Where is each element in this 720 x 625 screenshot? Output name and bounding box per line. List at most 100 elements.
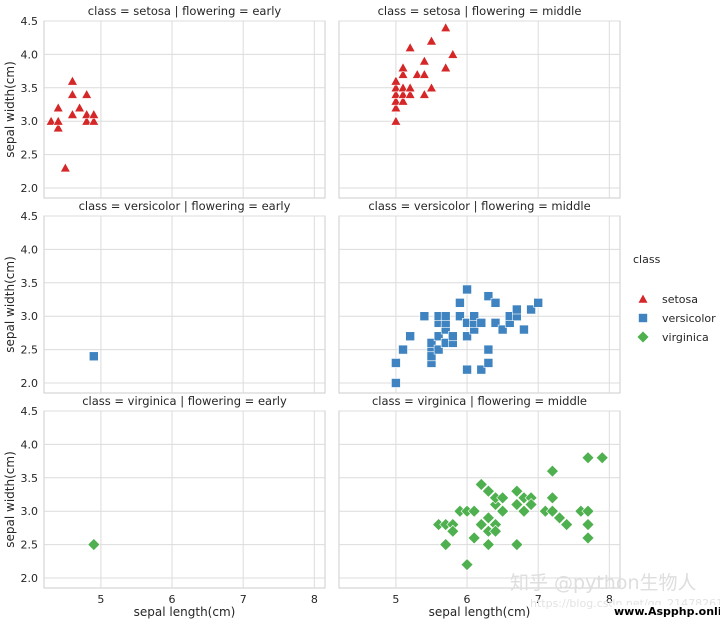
legend-entry-virginica: virginica [636, 330, 709, 344]
data-point-versicolor [455, 298, 465, 308]
facet-title: class = setosa | flowering = early [88, 4, 282, 18]
data-point-virginica [460, 558, 474, 572]
data-point-versicolor [440, 311, 451, 321]
data-point-setosa [440, 22, 452, 32]
y-tick-label: 4.5 [21, 210, 39, 223]
data-point-virginica [581, 518, 595, 531]
legend-marker-setosa [637, 293, 649, 304]
y-tick-label: 2.0 [21, 182, 39, 195]
facet-title: class = setosa | flowering = middle [378, 4, 582, 18]
data-point-versicolor [526, 304, 536, 315]
panel-frame [338, 20, 621, 199]
data-points [432, 451, 609, 572]
data-point-setosa [59, 162, 71, 173]
legend-label: versicolor [662, 312, 716, 325]
data-point-setosa [425, 35, 437, 46]
legend: class setosa versicolor virginica [633, 253, 716, 344]
y-axis-label: sepal width(cm) [3, 256, 17, 352]
data-point-setosa [390, 82, 402, 93]
data-point-virginica [560, 518, 574, 531]
data-point-setosa [397, 95, 409, 106]
y-tick-label: 3.5 [21, 277, 39, 290]
y-tick-label: 3.5 [21, 472, 39, 485]
data-point-virginica [87, 538, 101, 552]
data-point-versicolor [455, 311, 465, 321]
facet-panel-4: class = versicolor | flowering = middle [338, 199, 621, 394]
legend-marker-virginica [636, 330, 650, 344]
panel-frame [338, 215, 621, 394]
data-point-versicolor [405, 331, 415, 342]
data-points [390, 22, 459, 126]
x-tick-label: 7 [535, 593, 542, 606]
data-point-setosa [81, 108, 93, 119]
data-point-versicolor [533, 298, 543, 308]
panel-frame [43, 410, 326, 589]
data-point-versicolor [426, 351, 437, 362]
data-point-setosa [74, 102, 86, 113]
data-point-versicolor [391, 358, 401, 368]
legend-title: class [633, 253, 661, 266]
data-point-versicolor [433, 344, 444, 355]
data-point-virginica [581, 504, 595, 518]
data-point-virginica [481, 484, 495, 498]
data-point-setosa [390, 115, 402, 126]
legend-entry-setosa: setosa [637, 293, 698, 306]
y-tick-label: 4.0 [21, 438, 39, 451]
legend-label: setosa [662, 293, 698, 306]
data-point-setosa [52, 115, 64, 126]
facet-title: class = virginica | flowering = middle [372, 394, 587, 408]
data-point-setosa [88, 115, 100, 126]
data-point-setosa [81, 88, 93, 99]
y-tick-label: 4.0 [21, 243, 39, 256]
x-axis-label: sepal length(cm) [429, 605, 531, 619]
data-point-setosa [66, 88, 78, 99]
x-axis-label: sepal length(cm) [134, 605, 236, 619]
data-point-setosa [418, 68, 430, 79]
data-point-setosa [447, 48, 459, 59]
facet-title: class = versicolor | flowering = early [79, 199, 291, 213]
data-point-versicolor [483, 344, 494, 355]
y-tick-label: 4.5 [21, 405, 39, 418]
y-axis-label: sepal width(cm) [3, 451, 17, 547]
data-point-versicolor [419, 311, 430, 321]
data-point-virginica [545, 464, 559, 478]
data-point-virginica [481, 511, 495, 525]
data-point-virginica [496, 504, 510, 518]
data-point-versicolor [490, 318, 501, 328]
data-point-virginica [581, 531, 595, 545]
panel-frame [43, 215, 326, 394]
data-point-virginica [517, 504, 531, 518]
data-point-versicolor [490, 298, 501, 308]
data-point-setosa [425, 82, 437, 93]
data-point-setosa [440, 62, 452, 73]
facet-panel-6: class = virginica | flowering = middle 5 6… [338, 394, 621, 606]
facet-panels: class = setosa | flowering = early 2.0 2.5… [21, 4, 621, 606]
data-point-versicolor [398, 344, 408, 355]
data-point-versicolor [483, 358, 494, 368]
facet-panel-5: class = virginica | flowering = early 2.0… [21, 394, 326, 606]
data-point-setosa [52, 122, 64, 133]
x-tick-label: 6 [464, 593, 471, 606]
y-tick-label: 2.5 [21, 539, 39, 552]
data-point-versicolor [88, 351, 99, 362]
data-points [391, 284, 543, 388]
legend-label: virginica [662, 331, 709, 344]
data-point-virginica [524, 498, 538, 511]
data-points [87, 538, 101, 552]
data-point-setosa [404, 82, 416, 93]
data-point-virginica [489, 498, 502, 511]
data-point-setosa [88, 108, 100, 119]
y-tick-label: 2.0 [21, 377, 39, 390]
data-point-setosa [66, 75, 78, 86]
legend-entry-versicolor: versicolor [638, 312, 716, 325]
data-point-setosa [390, 75, 402, 86]
data-point-setosa [397, 88, 409, 99]
data-point-versicolor [426, 338, 437, 348]
panel-frame [43, 20, 326, 199]
data-point-versicolor [462, 364, 472, 375]
y-axis-labels: sepal width(cm) sepal width(cm) sepal widt… [3, 61, 17, 547]
facet-title: class = versicolor | flowering = middle [368, 199, 590, 213]
data-point-versicolor [433, 331, 444, 342]
y-tick-label: 3.0 [21, 115, 39, 128]
